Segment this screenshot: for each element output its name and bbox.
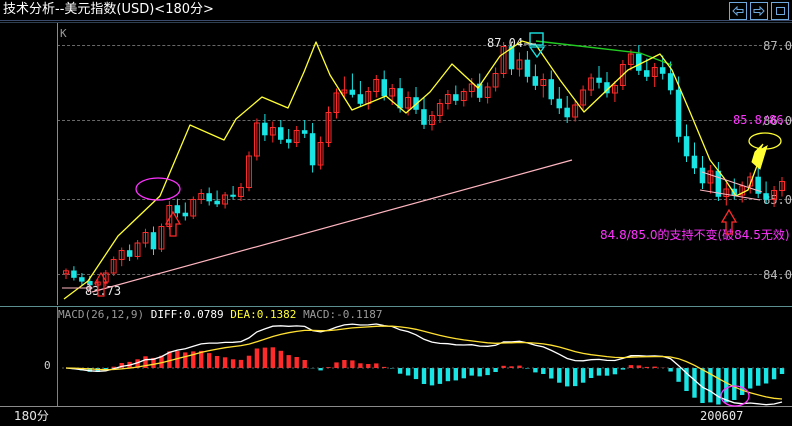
gridline-85 [57, 199, 792, 200]
bottom-axis-bar [0, 406, 792, 426]
macd-legend: MACD(26,12,9) DIFF:0.0789 DEA:0.1382 MAC… [58, 309, 383, 321]
square-icon [775, 7, 785, 15]
macd-macd-value: MACD:-0.1187 [303, 308, 383, 321]
forward-arrow-button[interactable] [750, 2, 768, 20]
window-controls [729, 2, 789, 20]
macd-panel[interactable] [0, 306, 792, 407]
titlebar-divider [0, 20, 792, 21]
gridline-84 [57, 274, 792, 275]
macd-diff-value: DIFF:0.0789 [150, 308, 224, 321]
support-note-annotation: 84.8/85.0的支持不变(破84.5无效) [600, 228, 790, 242]
back-arrow-button[interactable] [729, 2, 747, 20]
window-title: 技术分析--美元指数(USD)<180分> [3, 2, 214, 17]
indicator-label-k: K [60, 27, 67, 40]
gridline-86 [57, 120, 792, 121]
macd-y-axis [57, 307, 58, 407]
price-y-axis [57, 23, 58, 305]
arrow-left-icon [732, 6, 744, 16]
target-zone-annotation: 85.8/86.0 [733, 113, 792, 127]
bottom-divider [0, 406, 792, 407]
arrow-right-icon [753, 6, 765, 16]
title-bar: 技术分析--美元指数(USD)<180分> [0, 0, 792, 21]
period-label: 180分 [14, 409, 49, 423]
maximize-button[interactable] [771, 2, 789, 20]
y-tick-86: 86.0 [763, 114, 792, 128]
price-chart-panel[interactable]: K 87.0 86.0 85.0 84.0 [0, 22, 792, 305]
macd-dea-value: DEA:0.1382 [230, 308, 297, 321]
peak-price-annotation: 87.04 [487, 36, 524, 50]
y-tick-87: 87.0 [763, 39, 792, 53]
low-price-annotation: 83.73 [85, 284, 122, 298]
gridline-87 [57, 45, 792, 46]
y-tick-84: 84.0 [763, 268, 792, 282]
macd-zero-label: 0 [44, 359, 51, 372]
macd-params-label: MACD(26,12,9) [58, 308, 145, 321]
y-tick-85: 85.0 [763, 193, 792, 207]
date-label: 200607 [700, 409, 744, 423]
